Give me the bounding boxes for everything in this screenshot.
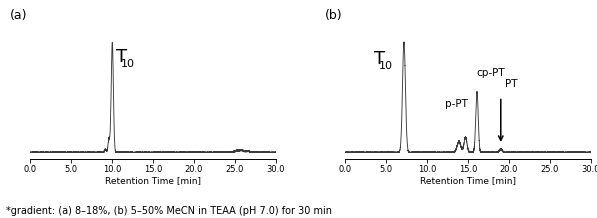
Text: T: T xyxy=(116,48,127,66)
Text: *gradient: (a) 8–18%, (b) 5–50% MeCN in TEAA (pH 7.0) for 30 min: *gradient: (a) 8–18%, (b) 5–50% MeCN in … xyxy=(6,206,332,216)
Text: 10: 10 xyxy=(121,59,135,69)
Text: 10: 10 xyxy=(379,61,393,71)
X-axis label: Retention Time [min]: Retention Time [min] xyxy=(105,177,201,186)
Text: (b): (b) xyxy=(325,9,343,22)
Text: (a): (a) xyxy=(10,9,27,22)
Text: cp-PT: cp-PT xyxy=(476,68,505,78)
X-axis label: Retention Time [min]: Retention Time [min] xyxy=(420,177,516,186)
Text: T: T xyxy=(374,50,384,68)
Text: p-PT: p-PT xyxy=(445,99,468,109)
Text: PT: PT xyxy=(505,79,518,89)
